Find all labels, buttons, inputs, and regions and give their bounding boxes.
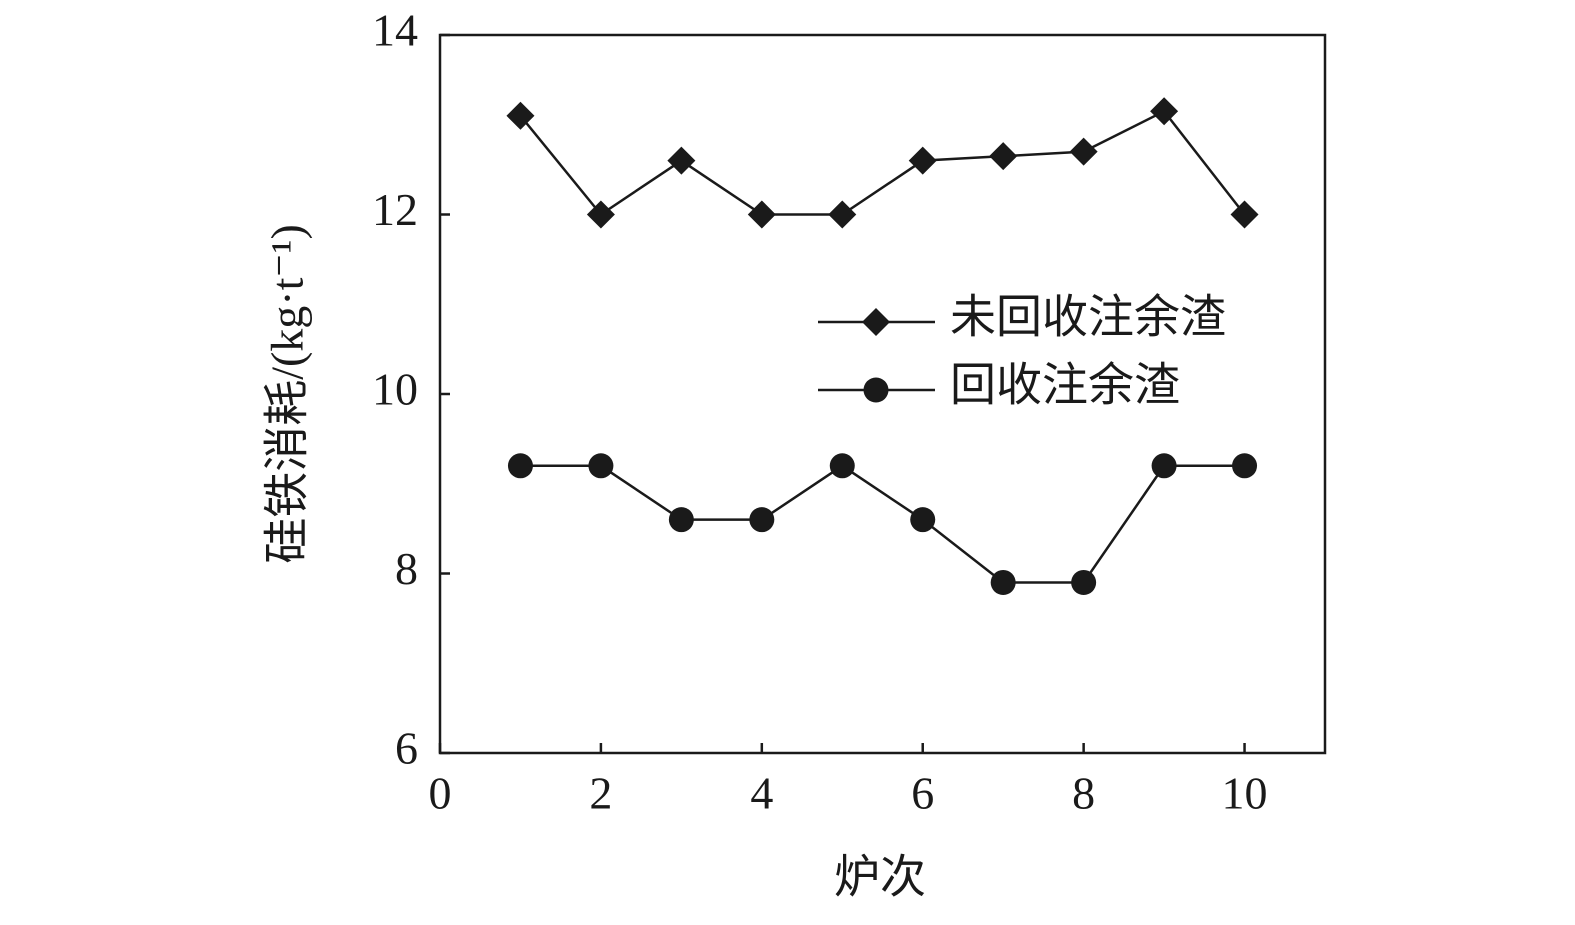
x-tick-label: 10 — [1222, 768, 1268, 819]
marker — [586, 200, 615, 229]
marker — [1230, 200, 1259, 229]
y-tick-label: 12 — [372, 184, 418, 235]
marker — [828, 200, 857, 229]
series-line — [520, 464, 1245, 584]
marker — [989, 142, 1018, 171]
y-tick-label: 8 — [395, 543, 418, 594]
y-tick-label: 14 — [372, 5, 418, 56]
marker — [1069, 137, 1098, 166]
x-tick-label: 2 — [589, 768, 612, 819]
marker — [910, 507, 936, 533]
x-tick-label: 8 — [1072, 768, 1095, 819]
y-tick-label: 10 — [372, 364, 418, 415]
marker — [1150, 97, 1179, 126]
x-tick-label: 6 — [911, 768, 934, 819]
legend-label: 回收注余渣 — [950, 360, 1180, 411]
marker — [1151, 453, 1177, 479]
marker — [990, 569, 1016, 595]
marker — [1071, 569, 1097, 595]
marker — [507, 453, 533, 479]
marker — [668, 507, 694, 533]
x-axis-label: 炉次 — [834, 852, 926, 903]
marker — [829, 453, 855, 479]
y-tick-label: 6 — [395, 723, 418, 774]
marker — [588, 453, 614, 479]
marker — [749, 507, 775, 533]
marker — [667, 146, 696, 175]
legend-marker — [862, 308, 890, 336]
marker — [747, 200, 776, 229]
marker — [506, 101, 535, 130]
marker — [1232, 453, 1258, 479]
y-axis-label: 硅铁消耗/(kg·t⁻¹) — [262, 224, 313, 564]
marker — [908, 146, 937, 175]
x-tick-label: 4 — [750, 768, 773, 819]
legend-marker — [863, 377, 889, 403]
x-tick-label: 0 — [429, 768, 452, 819]
legend-label: 未回收注余渣 — [950, 292, 1226, 343]
series-line — [519, 109, 1246, 217]
